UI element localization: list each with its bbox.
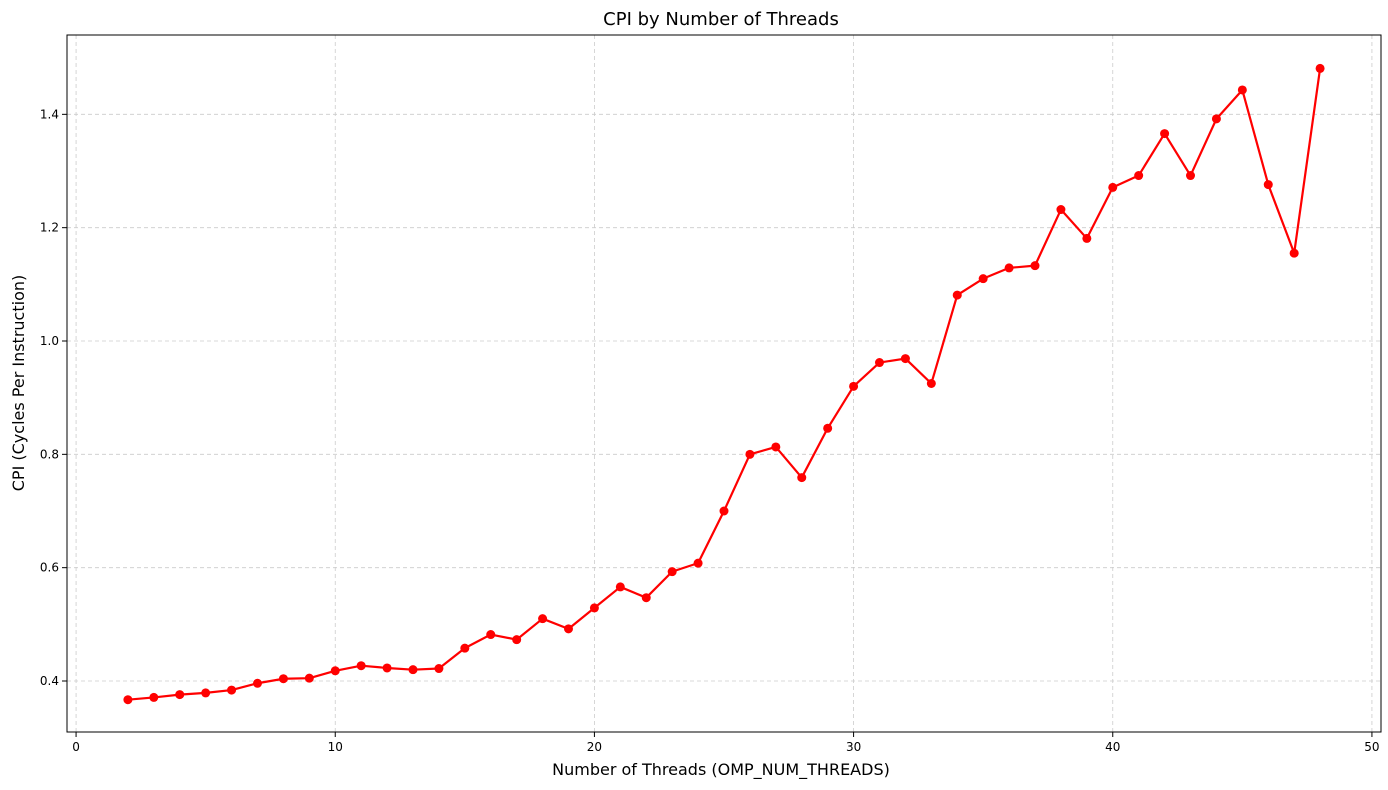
data-point [875,358,885,368]
y-tick-label: 0.4 [40,674,59,688]
y-tick-label: 1.4 [40,107,59,121]
data-point [719,506,729,516]
y-tick-label: 0.8 [40,447,59,461]
plot-background [67,35,1381,732]
data-point [201,688,211,698]
data-point [538,614,548,624]
data-point [771,442,781,452]
x-tick-label: 0 [72,740,80,754]
data-point [1030,261,1040,271]
chart-title: CPI by Number of Threads [603,9,839,30]
data-point [252,678,262,688]
x-tick-label: 40 [1105,740,1120,754]
data-point [175,690,185,700]
plot-frame [66,34,1382,733]
data-point [1160,129,1170,139]
data-point [1315,63,1325,73]
data-point [1263,180,1273,190]
data-point [1056,205,1066,215]
data-point [512,635,522,645]
data-point [745,449,755,459]
data-point [978,274,988,284]
data-point [1186,171,1196,181]
y-axis-label: CPI (Cycles Per Instruction) [9,275,28,491]
data-point [589,603,599,613]
data-point [1082,233,1092,243]
y-axis-ticks: 0.4 0.6 0.8 1.0 1.2 1.4 [40,107,67,688]
data-point [434,664,444,674]
data-point [330,666,340,676]
data-point [563,624,573,634]
data-point [641,593,651,603]
series-layer [123,63,1325,705]
x-tick-label: 20 [587,740,602,754]
x-tick-label: 50 [1364,740,1379,754]
y-tick-label: 1.0 [40,334,59,348]
data-point [227,685,237,695]
data-point [1237,85,1247,95]
y-tick-label: 0.6 [40,561,59,575]
x-axis-label: Number of Threads (OMP_NUM_THREADS) [552,760,890,780]
x-tick-label: 30 [846,740,861,754]
data-point [1108,182,1118,192]
data-point [356,661,366,671]
data-point [460,643,470,653]
x-axis-ticks: 0 10 20 30 40 50 [72,732,1380,754]
grid-lines [67,35,1381,732]
data-point [486,630,496,640]
data-point [1289,248,1299,258]
data-point [615,582,625,592]
data-point [123,695,133,705]
y-tick-label: 1.2 [40,221,59,235]
data-point [693,558,703,568]
data-point [849,381,859,391]
data-point [1134,171,1144,181]
data-point [304,673,314,683]
data-point [382,663,392,673]
data-point [1004,263,1014,273]
data-point [667,567,677,577]
data-point [278,674,288,684]
data-point [149,692,159,702]
x-tick-label: 10 [328,740,343,754]
data-point [797,473,807,483]
data-point [823,423,833,433]
data-point [900,354,910,364]
data-point [1211,114,1221,124]
data-point [926,379,936,388]
data-point [408,665,418,675]
data-point [952,290,962,300]
